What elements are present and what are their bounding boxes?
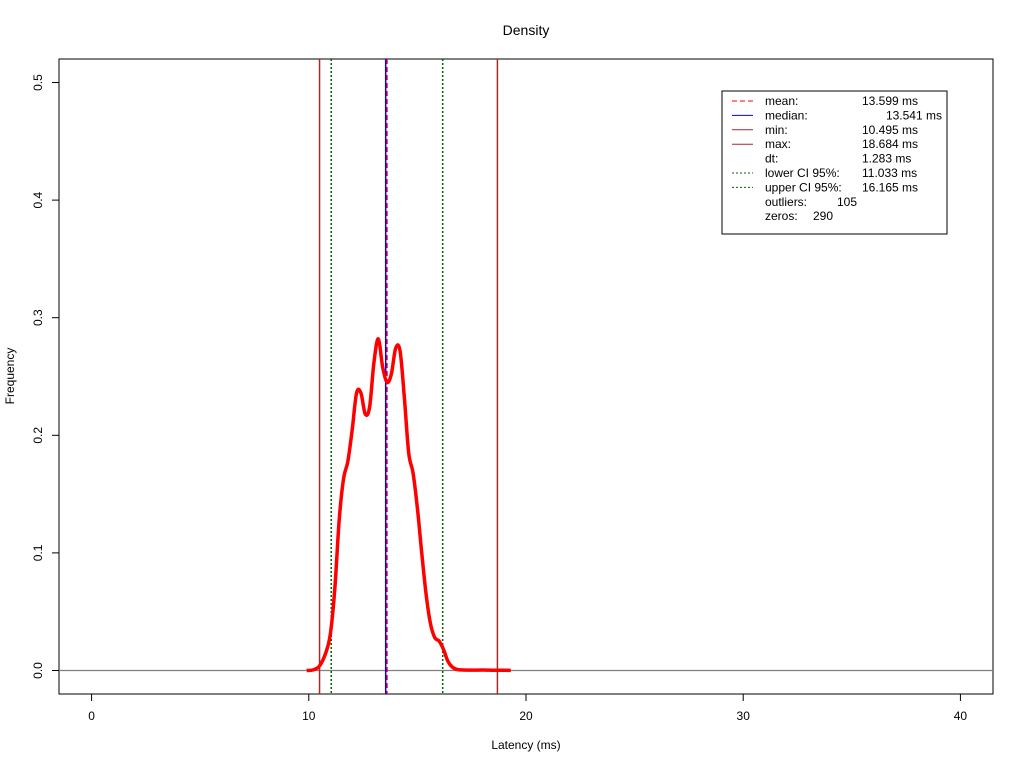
reference-lines bbox=[318, 59, 499, 694]
y-axis-label: Frequency bbox=[3, 348, 17, 405]
legend-value: 290 bbox=[813, 209, 833, 223]
legend-label: max: bbox=[765, 137, 791, 151]
legend-value: 11.033 ms bbox=[862, 166, 917, 180]
x-tick-label: 20 bbox=[519, 709, 533, 723]
legend-value: 16.165 ms bbox=[862, 180, 918, 194]
y-tick-label: 0.2 bbox=[31, 427, 45, 444]
legend-label: upper CI 95%: bbox=[765, 180, 842, 194]
y-tick-label: 0.5 bbox=[31, 74, 45, 91]
legend-value: 13.599 ms bbox=[862, 94, 918, 108]
legend-label: mean: bbox=[765, 94, 798, 108]
legend-box bbox=[721, 90, 948, 235]
legend: mean: 13.599 ms median: 13.541 ms min: 10.495… bbox=[721, 90, 948, 235]
axes: 0 10 20 30 40 0.0 0.1 0.2 0.3 0.4 0.5 bbox=[31, 74, 967, 723]
x-axis-label: Latency (ms) bbox=[491, 738, 560, 752]
legend-value: 18.684 ms bbox=[862, 137, 918, 151]
x-tick-label: 10 bbox=[302, 709, 316, 723]
legend-label: outliers: bbox=[765, 195, 807, 209]
y-tick-label: 0.0 bbox=[31, 662, 45, 679]
legend-label: zeros: bbox=[765, 209, 798, 223]
legend-label: min: bbox=[765, 123, 788, 137]
legend-label: lower CI 95%: bbox=[765, 166, 840, 180]
y-tick-label: 0.1 bbox=[31, 544, 45, 561]
x-tick-label: 40 bbox=[954, 709, 968, 723]
legend-value: 10.495 ms bbox=[862, 123, 918, 137]
density-curve bbox=[306, 337, 511, 673]
legend-label: dt: bbox=[765, 152, 778, 166]
y-tick-label: 0.3 bbox=[31, 309, 45, 326]
chart-title: Density bbox=[503, 22, 550, 38]
legend-value: 1.283 ms bbox=[862, 152, 911, 166]
curve-layer bbox=[306, 337, 511, 673]
legend-value: 13.541 ms bbox=[886, 108, 942, 122]
x-tick-label: 0 bbox=[88, 709, 95, 723]
y-tick-label: 0.4 bbox=[31, 191, 45, 208]
legend-value: 105 bbox=[837, 195, 857, 209]
legend-label: median: bbox=[765, 108, 808, 122]
x-tick-label: 30 bbox=[737, 709, 751, 723]
